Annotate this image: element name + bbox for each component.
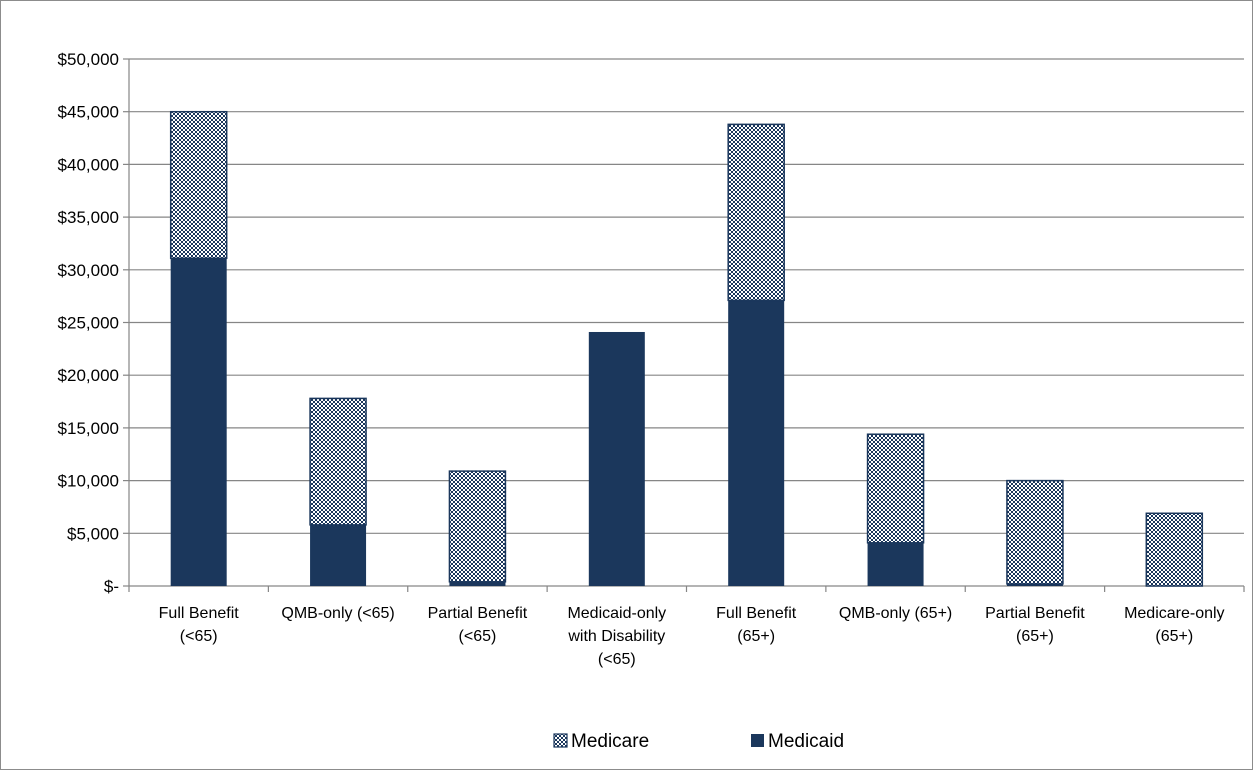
y-tick-label: $10,000: [58, 472, 119, 491]
y-tick-label: $5,000: [67, 524, 119, 543]
x-category-label: (65+): [1155, 628, 1193, 645]
bar-medicare: [1145, 512, 1204, 587]
x-category-label: QMB-only (<65): [281, 605, 394, 622]
x-category-label: Full Benefit: [716, 605, 797, 622]
bar-medicare: [866, 433, 925, 544]
x-category-label: (<65): [180, 628, 218, 645]
legend-label: Medicaid: [768, 731, 844, 752]
x-category-label: (<65): [598, 651, 636, 668]
bar-medicare: [309, 397, 367, 526]
y-tick-label: $15,000: [58, 419, 119, 438]
gridlines: [129, 58, 1244, 534]
bar-medicaid: [588, 331, 645, 586]
y-tick-label: $35,000: [58, 208, 119, 227]
y-tick-label: $40,000: [58, 155, 119, 174]
x-category-label: Medicaid-only: [567, 605, 666, 622]
bar-medicare: [1006, 479, 1064, 585]
y-tick-label: $25,000: [58, 314, 119, 333]
bar-medicaid: [867, 542, 924, 586]
bar-medicaid: [1006, 583, 1063, 586]
x-category-label: (<65): [459, 628, 497, 645]
legend: Medicare Medicaid: [553, 731, 844, 752]
legend-swatch-medicaid: [751, 734, 764, 747]
x-category-label: Medicare-only: [1124, 605, 1224, 622]
x-category-label: Partial Benefit: [985, 605, 1085, 622]
x-category-label: Full Benefit: [159, 605, 240, 622]
x-category-label: (65+): [737, 628, 775, 645]
bar-medicaid: [310, 524, 367, 586]
x-category-label: QMB-only (65+): [839, 605, 952, 622]
bar-medicaid: [170, 258, 227, 586]
y-tick-label: $-: [104, 577, 119, 596]
x-category-label: with Disability: [567, 628, 665, 645]
legend-swatch-medicare: [553, 733, 568, 748]
bar-medicare: [169, 110, 228, 259]
y-tick-label: $30,000: [58, 261, 119, 280]
category-labels: Full Benefit (<65) QMB-only (<65) Partial B…: [159, 605, 1225, 668]
y-tick-label: $45,000: [58, 103, 119, 122]
legend-label: Medicare: [571, 731, 649, 752]
bar-medicare: [448, 470, 507, 583]
x-category-label: (65+): [1016, 628, 1054, 645]
y-tick-label: $20,000: [58, 366, 119, 385]
bars: [169, 110, 1204, 587]
x-category-label: Partial Benefit: [428, 605, 528, 622]
bar-medicaid: [449, 581, 506, 586]
bar-medicare: [727, 123, 785, 302]
bar-medicaid: [728, 300, 785, 586]
axes: $- $5,000 $10,000 $15,000 $20,000 $25,000 $30,…: [58, 50, 1245, 596]
y-tick-label: $50,000: [58, 50, 119, 69]
